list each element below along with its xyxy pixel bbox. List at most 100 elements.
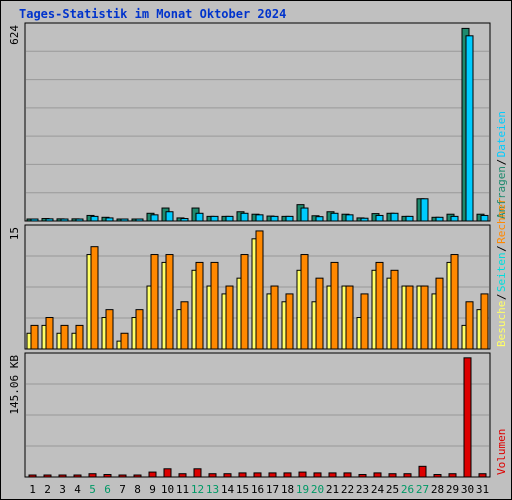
y-max-label-bottom: 145.06 KB [8,355,21,415]
x-tick-label-day-16: 16 [251,483,264,496]
bar-dateien-day-4 [75,218,84,222]
bar-rechner-day-28 [435,277,444,350]
bar-rechner-day-3 [60,324,69,350]
x-tick-label-day-11: 11 [176,483,189,496]
page-title: Tages-Statistik im Monat Oktober 2024 [19,7,287,21]
x-tick-label-day-8: 8 [134,483,141,496]
x-tick-label-day-26: 26 [401,483,414,496]
bar-volumen-day-30 [463,357,472,478]
bar-dateien-day-3 [60,218,69,222]
bar-dateien-day-17 [270,215,279,222]
bar-dateien-day-9 [150,214,159,222]
bar-volumen-day-31 [478,473,487,478]
bar-rechner-day-29 [450,254,459,350]
bar-rechner-day-20 [315,277,324,350]
x-tick-label-day-13: 13 [206,483,219,496]
bar-dateien-day-28 [435,216,444,222]
bar-dateien-day-24 [375,214,384,222]
x-tick-label-day-12: 12 [191,483,204,496]
side-label-anfragen: Anfragen [495,166,508,219]
bar-rechner-day-12 [195,261,204,350]
bar-volumen-day-17 [268,472,277,478]
bar-dateien-day-5 [90,215,99,222]
bar-rechner-day-15 [240,254,249,350]
bar-dateien-day-11 [180,218,189,222]
x-tick-label-day-17: 17 [266,483,279,496]
bar-rechner-day-26 [405,285,414,350]
side-label-besuche: Besuche [495,301,508,347]
bar-dateien-day-29 [450,215,459,222]
bar-dateien-day-6 [105,217,114,222]
x-tick-label-day-25: 25 [386,483,399,496]
bar-rechner-day-4 [75,324,84,350]
bar-volumen-day-5 [88,473,97,478]
bar-rechner-day-30 [465,301,474,350]
bar-volumen-day-12 [193,468,202,478]
bar-volumen-day-23 [358,474,367,478]
bar-volumen-day-22 [343,472,352,478]
side-label-seiten: Seiten [495,252,508,292]
bar-dateien-day-23 [360,217,369,222]
bar-volumen-day-11 [178,473,187,478]
bar-rechner-day-21 [330,261,339,350]
x-tick-label-day-20: 20 [311,483,324,496]
bar-volumen-day-7 [118,474,127,478]
bar-dateien-day-8 [135,218,144,222]
x-tick-label-day-22: 22 [341,483,354,496]
bar-rechner-day-5 [90,246,99,350]
bar-rechner-day-8 [135,309,144,350]
x-tick-label-day-24: 24 [371,483,385,496]
chart-panel-top [24,22,491,222]
bar-rechner-day-25 [390,269,399,350]
bar-rechner-day-13 [210,261,219,350]
bar-volumen-day-24 [373,472,382,478]
bar-rechner-day-10 [165,254,174,350]
bar-rechner-day-1 [30,324,39,350]
bar-volumen-day-15 [238,472,247,478]
bar-rechner-day-31 [480,293,489,350]
bar-dateien-day-27 [420,198,429,222]
bar-dateien-day-12 [195,212,204,222]
bar-dateien-day-20 [315,216,324,222]
bar-volumen-day-2 [43,474,52,478]
side-label-separator: / [495,245,508,252]
x-tick-label-day-5: 5 [89,483,96,496]
bar-rechner-day-2 [45,317,54,350]
bar-dateien-day-22 [345,214,354,222]
bar-volumen-day-18 [283,472,292,478]
bar-rechner-day-19 [300,254,309,350]
bar-volumen-day-8 [133,474,142,478]
bar-dateien-day-19 [300,207,309,222]
bar-dateien-day-30 [465,35,474,222]
x-tick-label-day-31: 31 [476,483,489,496]
bar-rechner-day-9 [150,254,159,350]
bar-volumen-day-6 [103,474,112,478]
x-tick-label-day-10: 10 [161,483,174,496]
x-tick-label-day-23: 23 [356,483,369,496]
bar-dateien-day-2 [45,218,54,222]
bar-rechner-day-27 [420,285,429,350]
bar-volumen-day-13 [208,473,217,478]
x-tick-label-day-2: 2 [44,483,51,496]
x-tick-label-day-19: 19 [296,483,309,496]
bar-dateien-day-25 [390,212,399,222]
bar-rechner-day-22 [345,285,354,350]
x-tick-label-day-7: 7 [119,483,126,496]
bar-rechner-day-14 [225,285,234,350]
bar-volumen-day-26 [403,473,412,478]
side-label-dateien: Dateien [495,111,508,157]
bar-rechner-day-16 [255,230,264,350]
bar-volumen-day-27 [418,465,427,478]
bar-volumen-day-25 [388,473,397,478]
x-tick-label-day-4: 4 [74,483,81,496]
x-tick-label-day-29: 29 [446,483,459,496]
side-label-separator: / [495,159,508,166]
bar-volumen-day-9 [148,471,157,478]
bar-volumen-day-19 [298,471,307,478]
bar-dateien-day-14 [225,215,234,222]
bar-rechner-day-7 [120,332,129,350]
bar-dateien-day-16 [255,214,264,222]
bar-dateien-day-7 [120,218,129,222]
bar-dateien-day-21 [330,212,339,222]
